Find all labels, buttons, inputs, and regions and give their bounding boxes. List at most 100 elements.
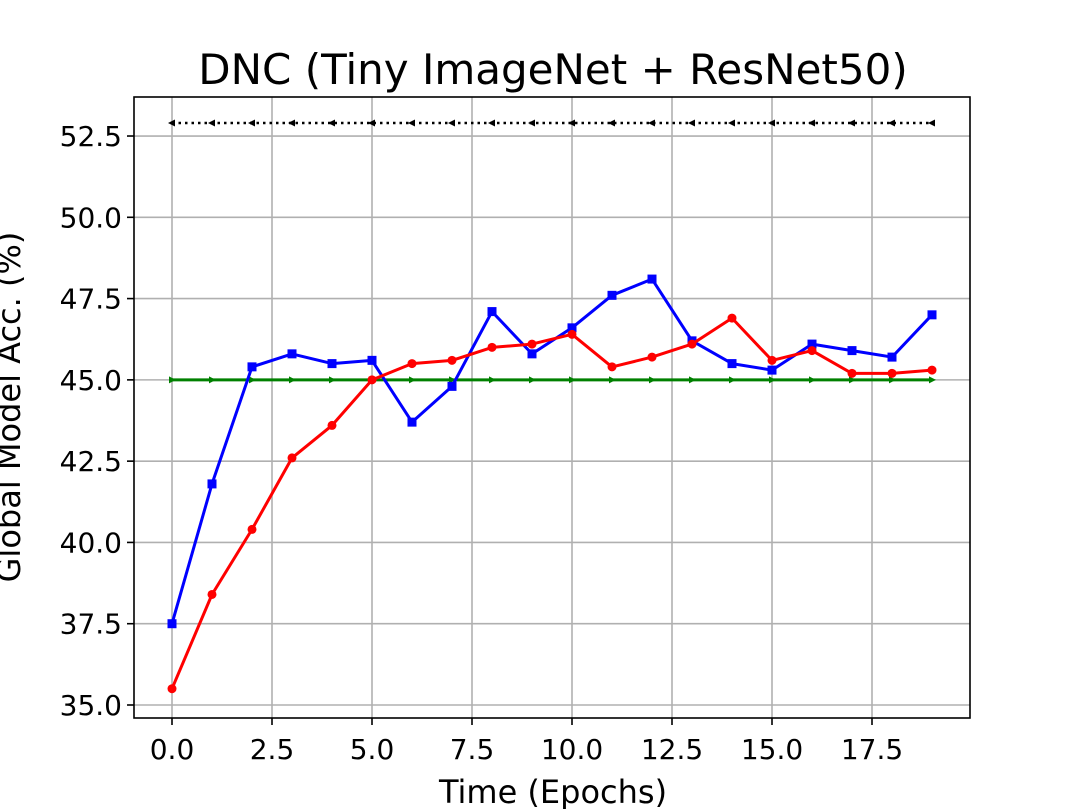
data-point xyxy=(288,119,295,127)
data-point xyxy=(168,119,175,127)
data-point xyxy=(448,119,455,127)
x-tick-label: 15.0 xyxy=(741,733,803,766)
data-point xyxy=(848,119,855,127)
data-point xyxy=(527,349,537,359)
series-0 xyxy=(168,119,935,127)
data-point xyxy=(289,376,296,384)
x-tick-label: 12.5 xyxy=(641,733,703,766)
data-point xyxy=(928,119,935,127)
data-point xyxy=(687,339,697,349)
data-point xyxy=(529,376,536,384)
data-point xyxy=(647,274,657,284)
data-point xyxy=(249,376,256,384)
data-point xyxy=(648,119,655,127)
data-point xyxy=(329,376,336,384)
data-point xyxy=(528,119,535,127)
data-point xyxy=(488,119,495,127)
data-point xyxy=(327,359,337,369)
x-tick-label: 0.0 xyxy=(150,733,195,766)
series-line xyxy=(170,277,934,625)
y-tick-label: 45.0 xyxy=(60,364,122,397)
data-point xyxy=(649,376,656,384)
data-point xyxy=(927,310,937,320)
data-point xyxy=(929,376,936,384)
y-axis-ticks: 35.0 37.5 40.0 42.5 45.0 47.5 50.0 52.5 xyxy=(60,120,134,722)
data-point xyxy=(607,362,617,372)
data-point xyxy=(768,119,775,127)
data-point xyxy=(247,362,257,372)
x-tick-label: 17.5 xyxy=(841,733,903,766)
data-point xyxy=(809,376,816,384)
series-layer xyxy=(167,119,937,694)
series-1 xyxy=(169,376,936,384)
data-point xyxy=(689,376,696,384)
data-point xyxy=(567,323,577,333)
y-tick-label: 37.5 xyxy=(60,608,122,641)
data-point xyxy=(609,376,616,384)
y-tick-label: 40.0 xyxy=(60,526,122,559)
data-point xyxy=(287,453,297,463)
data-point xyxy=(487,342,497,352)
data-point xyxy=(569,376,576,384)
data-point xyxy=(728,119,735,127)
data-point xyxy=(608,119,615,127)
data-point xyxy=(568,119,575,127)
data-point xyxy=(767,365,777,375)
data-point xyxy=(449,376,456,384)
series-2 xyxy=(167,274,937,629)
chart-title: DNC (Tiny ImageNet + ResNet50) xyxy=(198,45,907,94)
data-point xyxy=(209,376,216,384)
series-line xyxy=(170,316,933,690)
data-point xyxy=(647,352,657,362)
data-point xyxy=(729,376,736,384)
data-point xyxy=(808,119,815,127)
data-point xyxy=(727,313,737,323)
series-3 xyxy=(167,313,937,694)
plot-frame xyxy=(133,96,971,719)
data-point xyxy=(169,376,176,384)
data-point xyxy=(607,290,617,300)
data-point xyxy=(487,307,497,317)
data-point xyxy=(887,352,897,362)
grid xyxy=(134,97,970,718)
data-point xyxy=(887,368,897,378)
data-point xyxy=(368,119,375,127)
data-point xyxy=(367,355,377,365)
data-point xyxy=(367,375,377,385)
y-tick-label: 42.5 xyxy=(60,445,122,478)
data-point xyxy=(727,359,737,369)
data-point xyxy=(167,619,177,629)
y-tick-label: 47.5 xyxy=(60,283,122,316)
data-point xyxy=(567,329,577,339)
y-axis-label: Global Model Acc. (%) xyxy=(0,232,28,583)
data-point xyxy=(167,684,177,694)
data-point xyxy=(327,420,337,430)
data-point xyxy=(409,376,416,384)
x-axis-label: Time (Epochs) xyxy=(438,773,667,809)
data-point xyxy=(248,119,255,127)
x-tick-label: 5.0 xyxy=(350,733,395,766)
y-tick-label: 52.5 xyxy=(60,120,122,153)
x-tick-label: 10.0 xyxy=(541,733,603,766)
data-point xyxy=(489,376,496,384)
data-point xyxy=(207,479,217,489)
data-point xyxy=(807,339,817,349)
data-point xyxy=(927,365,937,375)
data-point xyxy=(807,346,817,356)
x-tick-label: 7.5 xyxy=(450,733,495,766)
data-point xyxy=(688,119,695,127)
data-point xyxy=(889,376,896,384)
data-point xyxy=(447,355,457,365)
x-axis-ticks: 0.0 2.5 5.0 7.5 10.0 12.5 15.0 17.5 xyxy=(150,718,903,766)
data-point xyxy=(328,119,335,127)
data-point xyxy=(888,119,895,127)
data-point xyxy=(408,119,415,127)
y-tick-label: 35.0 xyxy=(60,689,122,722)
data-point xyxy=(769,376,776,384)
data-point xyxy=(847,368,857,378)
data-point xyxy=(767,355,777,365)
data-point xyxy=(407,417,417,427)
data-point xyxy=(847,346,857,356)
data-point xyxy=(849,376,856,384)
